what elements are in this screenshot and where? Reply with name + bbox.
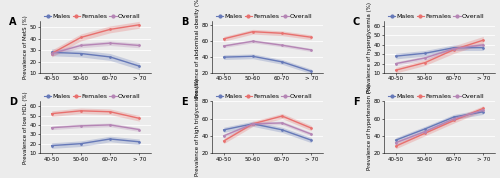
Text: B: B [181, 17, 188, 27]
Text: D: D [9, 97, 17, 107]
Text: A: A [9, 17, 16, 27]
Y-axis label: Prevalence of MetS (%): Prevalence of MetS (%) [23, 15, 28, 79]
Y-axis label: Prevalence of hyperglycemia (%): Prevalence of hyperglycemia (%) [367, 2, 372, 93]
Legend: Males, Females, Overall: Males, Females, Overall [215, 13, 313, 20]
Legend: Males, Females, Overall: Males, Females, Overall [215, 93, 313, 100]
Y-axis label: Prevalence of hypertension (%): Prevalence of hypertension (%) [367, 84, 372, 170]
Legend: Males, Females, Overall: Males, Females, Overall [43, 13, 141, 20]
Legend: Males, Females, Overall: Males, Females, Overall [387, 13, 485, 20]
Text: C: C [353, 17, 360, 27]
Y-axis label: Prevalence of low HDL (%): Prevalence of low HDL (%) [23, 91, 28, 164]
Legend: Males, Females, Overall: Males, Females, Overall [43, 93, 141, 100]
Y-axis label: Prevalence of abdominal obesity (%): Prevalence of abdominal obesity (%) [195, 0, 200, 98]
Legend: Males, Females, Overall: Males, Females, Overall [387, 93, 485, 100]
Text: E: E [181, 97, 188, 107]
Text: F: F [353, 97, 360, 107]
Y-axis label: Prevalence of high triglycerides (%): Prevalence of high triglycerides (%) [195, 78, 200, 176]
